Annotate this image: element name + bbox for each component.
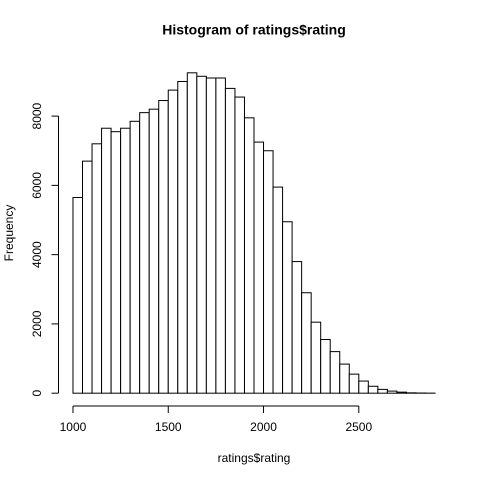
y-tick-label: 0: [30, 390, 44, 397]
bar: [158, 100, 169, 394]
bar: [282, 221, 293, 394]
y-tick-label: 8000: [30, 102, 44, 129]
bar: [186, 72, 198, 394]
bar: [396, 391, 407, 394]
bar: [291, 261, 303, 394]
bar: [243, 117, 255, 394]
bar: [253, 141, 265, 394]
bar: [224, 87, 236, 394]
bar: [177, 80, 188, 394]
bar: [386, 390, 398, 394]
bar: [72, 196, 84, 394]
bar: [377, 388, 388, 394]
bar: [91, 143, 103, 394]
bar: [129, 120, 141, 394]
bar: [263, 150, 274, 394]
bar: [301, 292, 312, 394]
chart-title: Histogram of ratings$rating: [162, 22, 346, 38]
x-axis-label: ratings$rating: [218, 451, 291, 465]
bar: [234, 96, 245, 394]
bar: [120, 127, 131, 394]
y-tick-label: 6000: [30, 172, 44, 199]
bar: [329, 351, 341, 394]
x-tick-label: 1000: [60, 420, 87, 434]
x-tick-label: 2000: [250, 420, 277, 434]
y-axis-label: Frequency: [2, 205, 16, 262]
bar: [272, 186, 284, 394]
bar: [139, 112, 150, 394]
y-tick-label: 4000: [30, 241, 44, 268]
bar: [367, 385, 379, 394]
bar: [148, 108, 160, 394]
bar: [215, 77, 226, 394]
bar: [205, 77, 217, 394]
bar: [348, 373, 360, 394]
bar: [82, 160, 93, 394]
bar: [101, 127, 112, 394]
bar: [320, 339, 331, 394]
bar: [196, 75, 207, 394]
bar: [110, 131, 122, 394]
bar: [339, 363, 350, 394]
x-tick-label: 1500: [155, 420, 182, 434]
bar: [358, 380, 369, 394]
bar: [167, 89, 179, 394]
bar: [310, 321, 322, 394]
y-tick-label: 2000: [30, 310, 44, 337]
x-tick-label: 2500: [345, 420, 372, 434]
